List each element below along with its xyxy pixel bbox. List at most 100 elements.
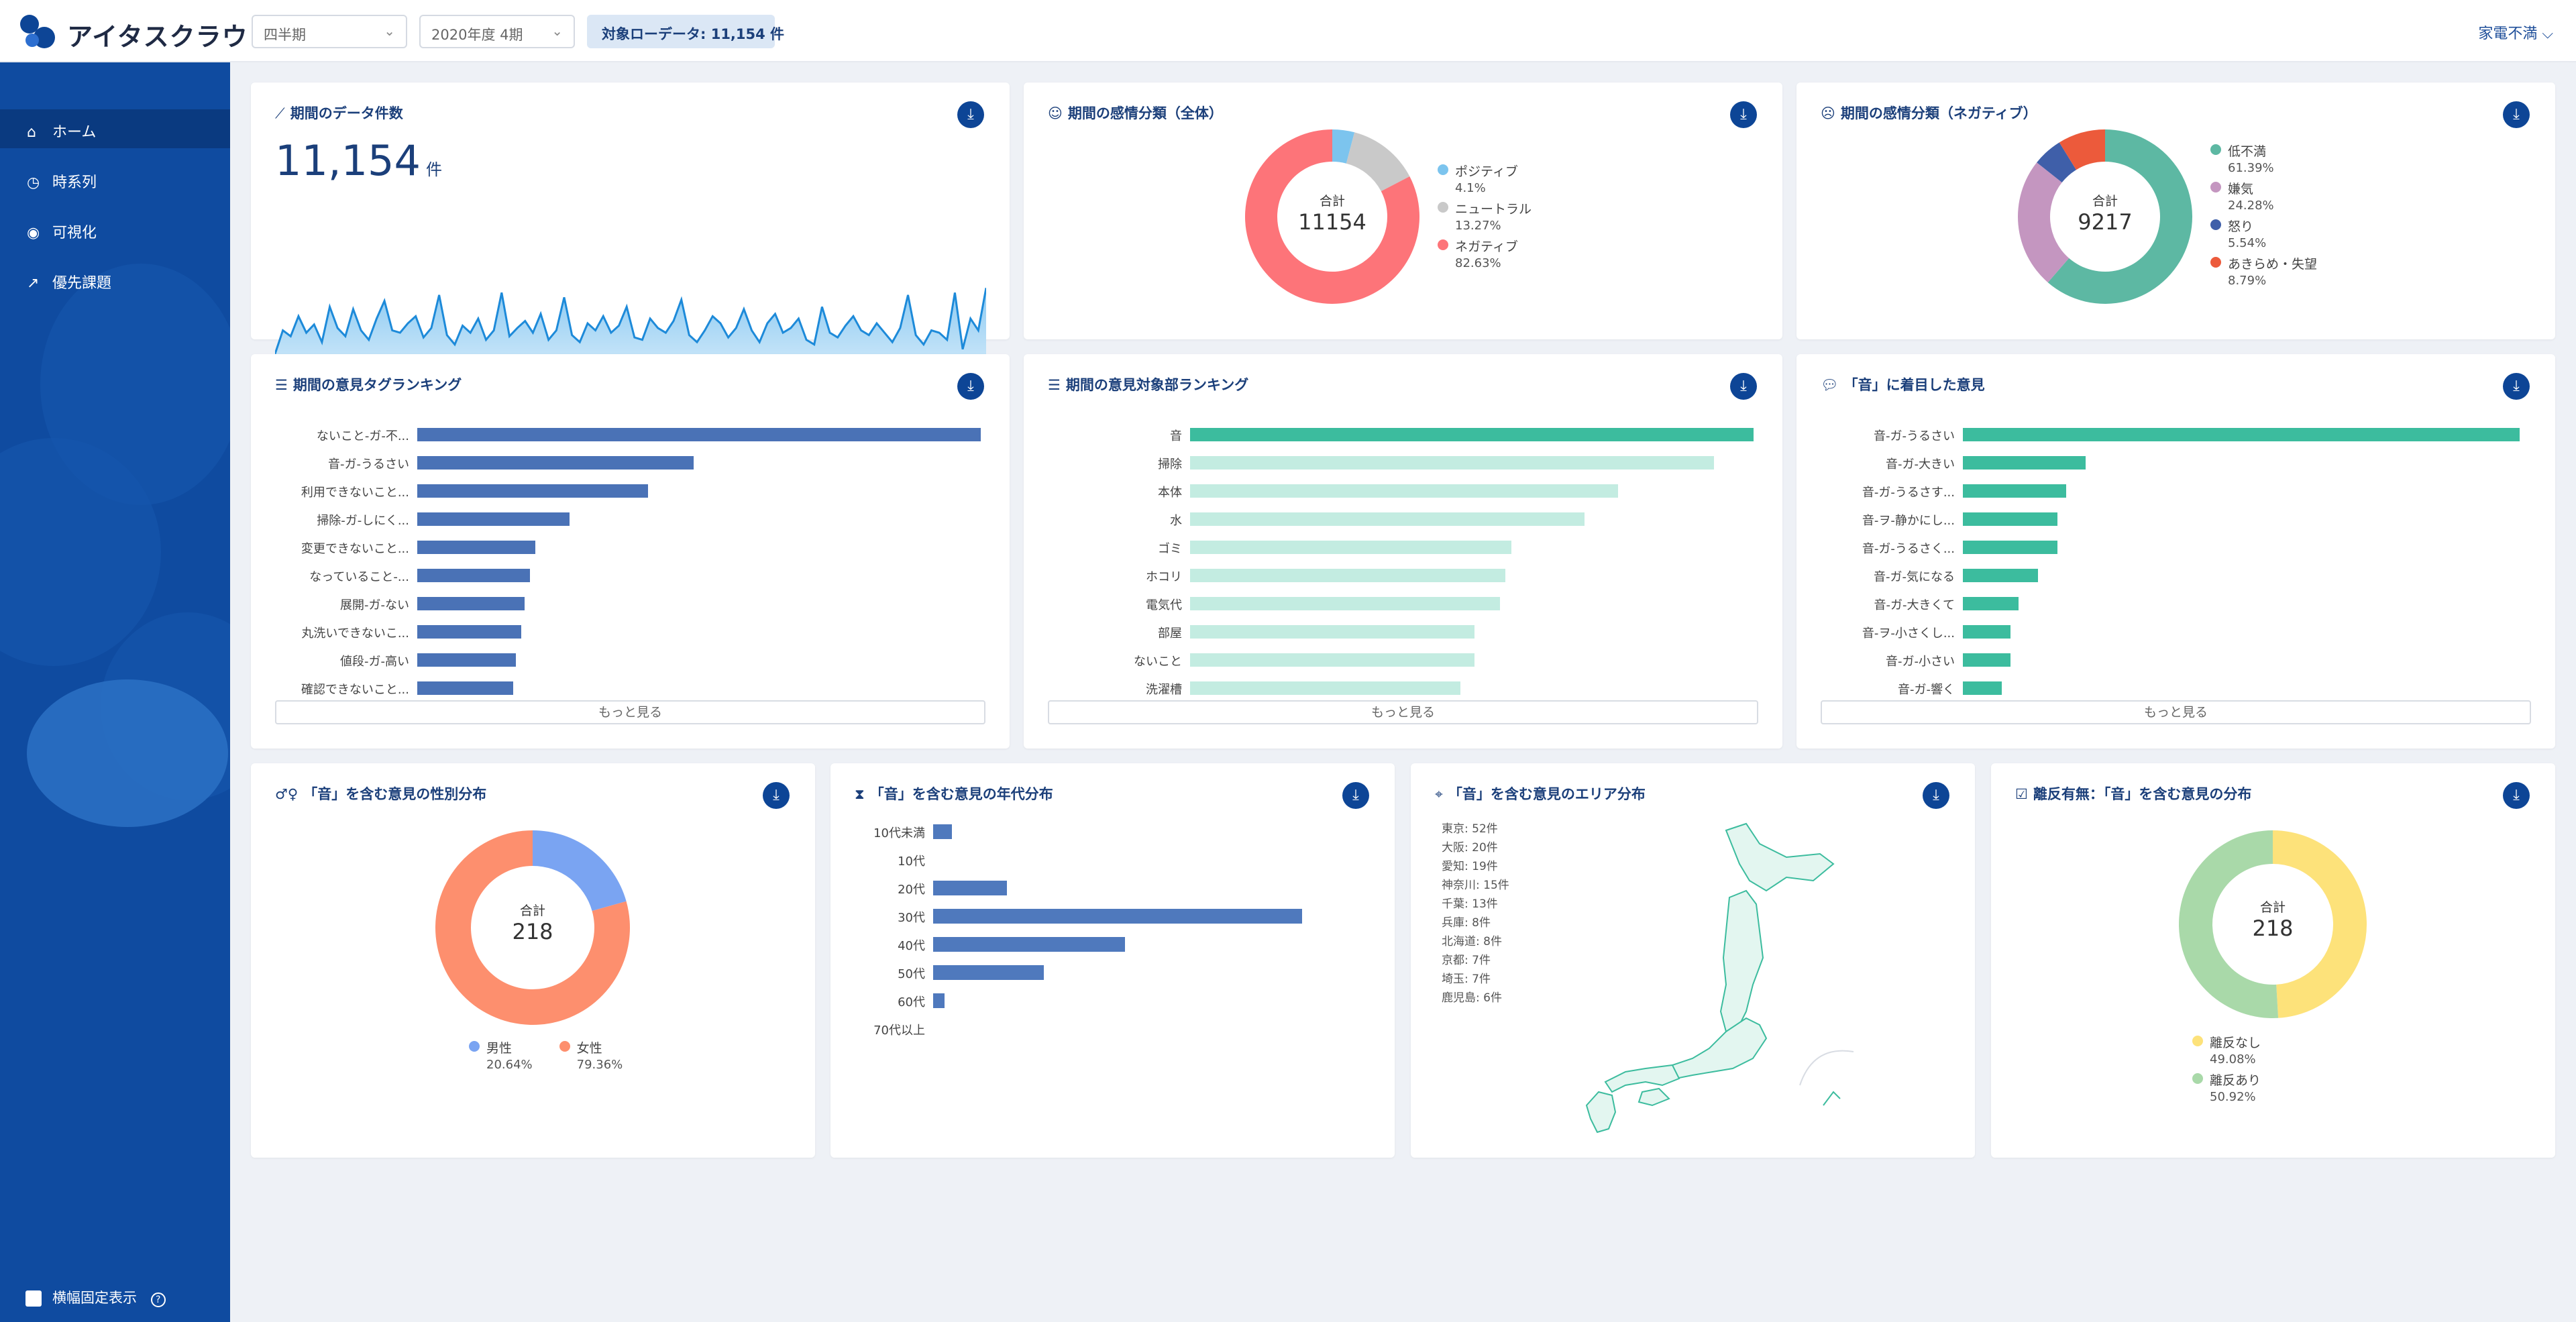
sidebar-item-label: 可視化 (52, 225, 97, 241)
ranking-bar (1963, 597, 2019, 610)
card-title: ⌖ 「音」を含む意見のエリア分布 (1435, 786, 1646, 802)
donut-center: 合計 218 (512, 903, 553, 944)
fixed-width-checkbox[interactable] (25, 1290, 42, 1307)
legend-dot (2210, 182, 2221, 192)
ranking-label: 洗濯槽 (1146, 683, 1182, 697)
age-row: 50代 (855, 959, 1371, 987)
chevron-down-icon: ⌄ (384, 23, 395, 39)
age-label: 30代 (898, 911, 925, 925)
sidebar-item-priority[interactable]: ↗ 優先課題 (0, 260, 230, 299)
sentiment-neg-donut (2018, 129, 2192, 304)
ranking-row: 電気代 (1048, 590, 1758, 618)
sidebar-item-label: 時系列 (52, 174, 97, 191)
legend-value: 49.08% (2210, 1052, 2256, 1066)
ranking-label: 部屋 (1158, 626, 1182, 641)
area-list: 東京: 52件 大阪: 20件 愛知: 19件 神奈川: 15件 千葉: 13件 兵庫: … (1442, 820, 1509, 1007)
ranking-row: 音-ヲ-静かにし... (1821, 506, 2531, 534)
area-line (275, 288, 986, 355)
download-button[interactable]: ⤓ (2503, 782, 2530, 809)
download-button[interactable]: ⤓ (763, 782, 790, 809)
ranking-row: 掃除-ガ-しにく... (275, 506, 985, 534)
card-title: 💬︎ 「音」に着目した意見 (1821, 377, 1985, 393)
legend-dot (2210, 219, 2221, 230)
download-button[interactable]: ⤓ (2503, 101, 2530, 128)
legend-value: 4.1% (1455, 181, 1486, 195)
legend-item: 男性 20.64% (469, 1038, 533, 1076)
ranking-row: 展開-ガ-ない (275, 590, 985, 618)
age-label: 10代未満 (873, 826, 925, 840)
legend-item: 嫌気 24.28% (2210, 179, 2317, 217)
download-button[interactable]: ⤓ (957, 101, 984, 128)
sidebar-item-timeseries[interactable]: ◷ 時系列 (0, 160, 230, 199)
ranking-row: 本体 (1048, 478, 1758, 506)
more-button[interactable]: もっと見る (275, 700, 985, 724)
download-button[interactable]: ⤓ (1923, 782, 1949, 809)
churn-card: ☑ 離反有無：「音」を含む意見の分布 ⤓ 合計 218 離反なし 49.08% 離反あり… (1991, 763, 2555, 1158)
ranking-bar (417, 569, 530, 582)
download-button[interactable]: ⤓ (1342, 782, 1369, 809)
more-button[interactable]: もっと見る (1821, 700, 2531, 724)
help-icon[interactable]: ? (150, 1292, 166, 1307)
download-button[interactable]: ⤓ (2503, 373, 2530, 400)
legend-value: 20.64% (486, 1058, 533, 1072)
category-select[interactable]: 家電不満 ⌵ (2478, 25, 2553, 42)
sidebar-decoration (27, 679, 228, 827)
ranking-label: ないこと-ガ-不... (316, 429, 409, 443)
ranking-bar (1190, 625, 1475, 639)
quarter-select[interactable]: 2020年度 4期 ⌄ (419, 15, 575, 48)
card-title: ⟋ 期間のデータ件数 (275, 105, 403, 121)
sidebar-item-visualize[interactable]: ◉ 可視化 (0, 210, 230, 249)
gender-donut (435, 830, 630, 1025)
ranking-bar (417, 512, 570, 526)
area-item: 大阪: 20件 (1442, 841, 1498, 855)
legend-item: ニュートラル 13.27% (1438, 199, 1532, 237)
ranking-label: 音-ガ-小さい (1886, 655, 1955, 669)
age-row: 60代 (855, 987, 1371, 1015)
ranking-row: 丸洗いできないこ... (275, 618, 985, 647)
ranking-row: 音 (1048, 421, 1758, 449)
ranking-bar (1963, 428, 2520, 441)
data-count-card: ⟋ 期間のデータ件数 ⤓ 11,154 件 (251, 82, 1010, 401)
area-item: 神奈川: 15件 (1442, 879, 1509, 892)
age-bar (933, 909, 1302, 924)
ranking-row: 音-ヲ-小さくし... (1821, 618, 2531, 647)
download-button[interactable]: ⤓ (1730, 373, 1757, 400)
age-label: 60代 (898, 995, 925, 1009)
area-item: 兵庫: 8件 (1442, 916, 1491, 930)
sidebar-item-home[interactable]: ⌂ ホーム (0, 109, 230, 148)
ranking-row: 確認できないこと... (275, 675, 985, 703)
ranking-row: なっていること-... (275, 562, 985, 590)
age-row: 30代 (855, 903, 1371, 931)
donut-slice-0 (1332, 129, 1355, 164)
ranking-bar (417, 625, 522, 639)
ranking-label: 電気代 (1146, 598, 1182, 612)
download-button[interactable]: ⤓ (1730, 101, 1757, 128)
period-select-value: 四半期 (264, 27, 306, 43)
fixed-width-toggle[interactable]: 横幅固定表示 ? (25, 1287, 166, 1307)
legend-label: あきらめ・失望 (2228, 257, 2318, 272)
sentiment-neg-card: ☹ 期間の感情分類（ネガティブ） ⤓ 合計 9217 低不満 61.39% 嫌気 24.2… (1796, 82, 2555, 339)
ranking-label: ゴミ (1158, 542, 1182, 556)
logo[interactable]: アイタスクラウド (17, 9, 274, 54)
donut-slice-0 (2047, 129, 2192, 304)
ranking-label: 音-ガ-うるさす... (1862, 486, 1955, 500)
ranking-bar (1190, 456, 1715, 470)
sad-face-icon: ☹ (1821, 105, 1835, 121)
ranking-bar (417, 681, 513, 695)
more-button[interactable]: もっと見る (1048, 700, 1758, 724)
legend-item: 女性 79.36% (559, 1038, 623, 1076)
sentiment-all-card: ☺ 期間の感情分類（全体） ⤓ 合計 11154 ポジティブ 4.1% ニュートラル 13… (1024, 82, 1782, 339)
legend-value: 82.63% (1455, 256, 1501, 270)
legend-value: 13.27% (1455, 219, 1501, 233)
ranking-bar (417, 428, 981, 441)
legend-dot (1438, 202, 1448, 213)
ranking-label: 音-ヲ-小さくし... (1862, 626, 1955, 641)
trend-icon: ↗ (27, 275, 40, 292)
checkbox-icon: ☑ (2015, 786, 2028, 802)
period-select[interactable]: 四半期 ⌄ (252, 15, 407, 48)
download-button[interactable]: ⤓ (957, 373, 984, 400)
ranking-label: 音-ガ-響く (1898, 683, 1955, 697)
ranking-row: 掃除 (1048, 449, 1758, 478)
card-title: ♂♀ 「音」を含む意見の性別分布 (275, 786, 487, 802)
area-item: 千葉: 13件 (1442, 897, 1498, 911)
